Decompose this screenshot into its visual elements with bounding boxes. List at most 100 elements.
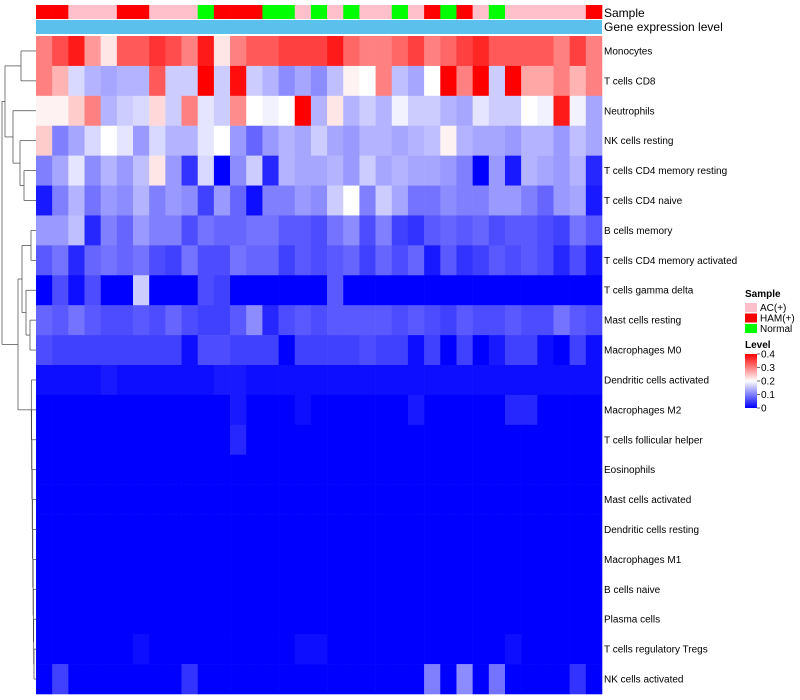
heatmap-cell (165, 65, 182, 97)
heatmap-cell (391, 634, 409, 665)
sample-annotation-cell (213, 5, 231, 19)
heatmap-cell (294, 574, 312, 605)
heatmap-cell (327, 544, 344, 575)
heatmap-cell (569, 484, 587, 515)
heatmap-cell (472, 484, 490, 515)
heatmap-cell (230, 574, 247, 605)
row-label: T cells gamma delta (604, 286, 694, 297)
heatmap-cell (149, 544, 166, 575)
heatmap-cell (294, 65, 312, 97)
heatmap-cell (36, 125, 53, 156)
heatmap-cell (36, 544, 53, 575)
heatmap-cell (165, 275, 182, 306)
heatmap-cell (278, 65, 296, 97)
heatmap-cell (521, 155, 538, 186)
sample-annotation-cell (407, 5, 425, 19)
heatmap-cell (375, 65, 393, 97)
heatmap-cell (197, 365, 215, 396)
heatmap-cell (133, 604, 150, 635)
heatmap-cell (440, 634, 457, 665)
heatmap-cell (230, 185, 247, 216)
heatmap-cell (391, 275, 409, 306)
sample-annotation-cell (391, 5, 409, 19)
heatmap-cell (537, 215, 554, 246)
heatmap-cell (246, 424, 263, 456)
heatmap-cell (569, 365, 587, 396)
heatmap-cell (165, 305, 182, 336)
heatmap-cell (213, 125, 231, 156)
heatmap-cell (294, 305, 312, 336)
heatmap-cell (116, 125, 134, 156)
heatmap-cell (521, 484, 538, 515)
heatmap-cell (407, 365, 425, 396)
sample-annotation-cell (165, 5, 182, 19)
heatmap-cell (230, 514, 247, 545)
heatmap-cell (149, 454, 166, 485)
heatmap-cell (472, 335, 490, 366)
heatmap-cell (133, 125, 150, 156)
heatmap-cell (294, 155, 312, 186)
heatmap-cell (391, 484, 409, 515)
heatmap-cell (488, 275, 506, 306)
heatmap-cell (52, 305, 69, 336)
heatmap-cell (553, 275, 570, 306)
heatmap-cell (213, 185, 231, 216)
heatmap-cell (181, 185, 199, 216)
heatmap-cell (488, 65, 506, 97)
heatmap-cell (488, 394, 506, 426)
heatmap-cell (359, 424, 376, 456)
legend-sample-swatch (745, 303, 757, 312)
row-label: Dendritic cells resting (604, 525, 699, 536)
heatmap-cell (100, 155, 118, 186)
heatmap-cell (230, 394, 247, 426)
heatmap-cell (84, 245, 101, 276)
heatmap-cell (116, 604, 134, 635)
heatmap-cell (375, 155, 393, 186)
heatmap-cell (440, 125, 457, 156)
heatmap-cell (553, 95, 570, 127)
heatmap-cell (116, 155, 134, 186)
heatmap-cell (585, 185, 603, 216)
heatmap-cell (440, 215, 457, 246)
heatmap-cell (52, 424, 69, 456)
heatmap-cell (456, 424, 473, 456)
heatmap-cell (327, 484, 344, 515)
heatmap-cell (52, 365, 69, 396)
heatmap-cell (116, 335, 134, 366)
heatmap-cell (84, 424, 101, 456)
heatmap-cell (407, 95, 425, 127)
heatmap-cell (488, 36, 506, 67)
heatmap-cell (181, 514, 199, 545)
heatmap-cell (375, 514, 393, 545)
heatmap-cell (36, 424, 53, 456)
heatmap-cell (68, 335, 85, 366)
heatmap-cell (569, 604, 587, 635)
heatmap-cell (213, 365, 231, 396)
heatmap-cell (278, 215, 296, 246)
heatmap-cell (294, 125, 312, 156)
heatmap-cell (246, 574, 263, 605)
heatmap-cell (294, 185, 312, 216)
heatmap-cell (149, 245, 166, 276)
heatmap-cell (213, 65, 231, 97)
heatmap-cell (165, 604, 182, 635)
heatmap-cell (440, 245, 457, 276)
heatmap-cell (278, 634, 296, 665)
heatmap-cell (424, 335, 441, 366)
heatmap-cell (213, 245, 231, 276)
legend-level-tick-label: 0.4 (761, 350, 775, 361)
heatmap-cell (68, 454, 85, 485)
heatmap-cell (84, 275, 101, 306)
heatmap-cell (133, 664, 150, 695)
heatmap-cell (456, 604, 473, 635)
heatmap-cell (149, 335, 166, 366)
heatmap-cell (262, 424, 279, 456)
row-label: Eosinophils (604, 465, 655, 476)
heatmap-cell (521, 604, 538, 635)
heatmap-cell (585, 245, 603, 276)
heatmap-cell (585, 275, 603, 306)
heatmap-cell (391, 215, 409, 246)
heatmap-cell (100, 394, 118, 426)
sample-annotation-cell (310, 5, 328, 19)
heatmap-cell (52, 215, 69, 246)
